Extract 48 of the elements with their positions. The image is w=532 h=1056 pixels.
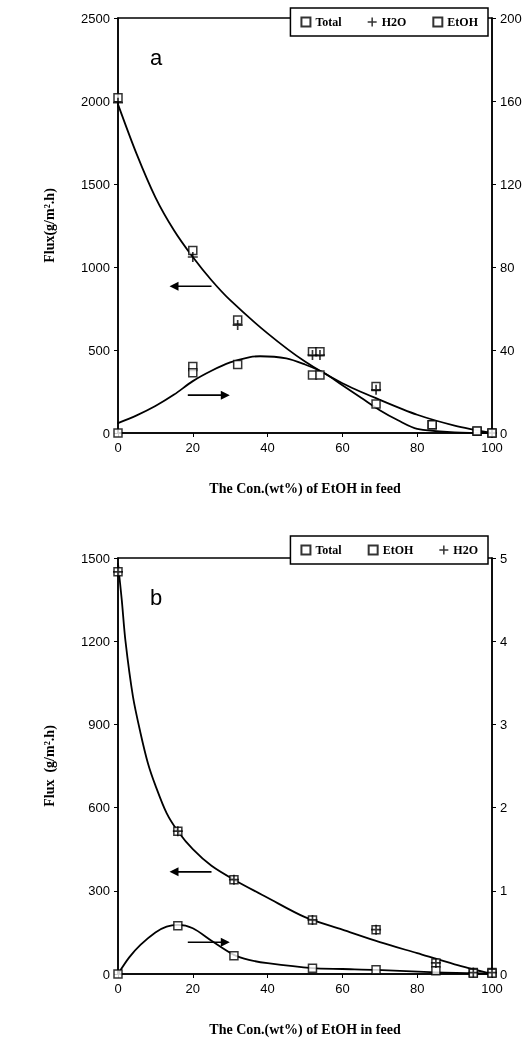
annotation: a	[150, 44, 163, 70]
y2-tick-label: 80	[500, 259, 515, 275]
y2-tick-label: 40	[500, 342, 515, 358]
x-tick-label: 100	[481, 440, 503, 455]
y2-tick-label: 2	[500, 800, 508, 816]
y2-tick-label: 3	[500, 716, 508, 732]
x-tick-label: 80	[409, 440, 425, 455]
legend-label: H2O	[381, 15, 407, 29]
x-axis-title: The Con.(wt%) of EtOH in feed	[209, 1021, 401, 1038]
x-tick-label: 40	[260, 981, 275, 996]
y-tick-label: 500	[88, 342, 110, 358]
annotation: b	[150, 584, 163, 610]
y-tick-label: 300	[88, 883, 110, 899]
y2-tick-label: 0	[500, 425, 508, 441]
y-tick-label: 1000	[81, 259, 110, 275]
y-axis-title: Flux (g/m².h)	[41, 724, 58, 807]
x-tick-label: 0	[114, 440, 122, 455]
y2-tick-label: 1	[500, 883, 508, 899]
x-tick-label: 40	[260, 440, 275, 455]
x-tick-label: 60	[335, 981, 350, 996]
y-tick-label: 900	[88, 716, 110, 732]
y-tick-label: 1200	[81, 633, 110, 649]
y-tick-label: 1500	[81, 176, 110, 192]
y-tick-label: 2500	[81, 10, 110, 26]
y-tick-label: 600	[88, 800, 110, 816]
x-tick-label: 80	[409, 981, 425, 996]
y2-tick-label: 4	[500, 633, 508, 649]
legend-label: H2O	[453, 543, 478, 557]
x-tick-label: 60	[335, 440, 350, 455]
y2-tick-label: 160	[500, 93, 522, 109]
legend-label: Total	[315, 543, 343, 557]
legend-label: EtOH	[447, 15, 479, 29]
y2-tick-label: 200	[500, 10, 522, 26]
y-tick-label: 1500	[81, 550, 110, 566]
x-tick-label: 100	[481, 981, 503, 996]
x-axis-title: The Con.(wt%) of EtOH in feed	[209, 480, 401, 497]
x-tick-label: 20	[185, 440, 201, 455]
legend-label: Total	[315, 15, 343, 29]
y-tick-label: 0	[102, 966, 110, 982]
legend-label: EtOH	[382, 543, 414, 557]
y2-tick-label: 5	[500, 550, 508, 566]
x-tick-label: 20	[185, 981, 201, 996]
y-tick-label: 0	[102, 425, 110, 441]
y-axis-title: Flux(g/m².h)	[41, 187, 58, 263]
y2-tick-label: 120	[500, 176, 522, 192]
y-tick-label: 2000	[81, 93, 110, 109]
x-tick-label: 0	[114, 981, 122, 996]
y2-tick-label: 0	[500, 966, 508, 982]
